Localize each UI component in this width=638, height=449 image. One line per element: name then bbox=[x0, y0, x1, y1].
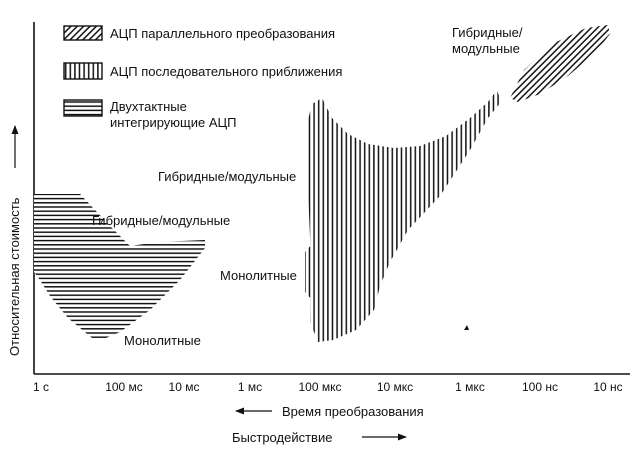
x-tick-label: 100 мкс bbox=[299, 380, 342, 394]
x-axis-label-speed: Быстродействие bbox=[232, 430, 332, 445]
annotation-flash-hybrid-1: Гибридные/ bbox=[452, 25, 523, 40]
x-axis-label-time: Время преобразования bbox=[282, 404, 424, 419]
annotation-integrating-hybrid: Гибридные/модульные bbox=[92, 213, 230, 228]
region-integrating bbox=[34, 194, 205, 338]
x-tick-label: 1 мкс bbox=[455, 380, 485, 394]
annotation-sar-monolithic: Монолитные bbox=[220, 268, 297, 283]
x-tick-label: 10 мкс bbox=[377, 380, 413, 394]
legend-swatch-flash bbox=[63, 25, 103, 41]
legend-label-integrating-2: интегрирующие АЦП bbox=[110, 115, 236, 130]
legend: АЦП параллельного преобразования АЦП пос… bbox=[63, 25, 342, 130]
x-tick-label: 100 мс bbox=[105, 380, 143, 394]
legend-swatch-integrating bbox=[63, 99, 103, 117]
region-flash bbox=[510, 25, 610, 102]
legend-label-integrating-1: Двухтактные bbox=[110, 99, 187, 114]
legend-label-flash: АЦП параллельного преобразования bbox=[110, 26, 335, 41]
region-sar bbox=[307, 90, 501, 342]
annotation-sar-hybrid: Гибридные/модульные bbox=[158, 169, 296, 184]
x-tick-label: 1 с bbox=[33, 380, 49, 394]
annotation-integrating-monolithic: Монолитные bbox=[124, 333, 201, 348]
legend-swatch-sar bbox=[63, 62, 103, 80]
x-tick-labels: 1 с 100 мс 10 мс 1 мс 100 мкс 10 мкс 1 м… bbox=[33, 380, 623, 394]
x-tick-label: 10 нс bbox=[593, 380, 622, 394]
region-mark bbox=[464, 325, 469, 330]
x-tick-label: 100 нс bbox=[522, 380, 558, 394]
y-axis-label: Относительная стоимость bbox=[7, 197, 22, 356]
annotation-flash-hybrid-2: модульные bbox=[452, 41, 520, 56]
x-tick-label: 1 мс bbox=[238, 380, 262, 394]
x-tick-label: 10 мс bbox=[169, 380, 200, 394]
region-sar-tail bbox=[305, 244, 312, 300]
legend-label-sar: АЦП последовательного приближения bbox=[110, 64, 342, 79]
y-axis-label-group: Относительная стоимость bbox=[7, 125, 22, 356]
